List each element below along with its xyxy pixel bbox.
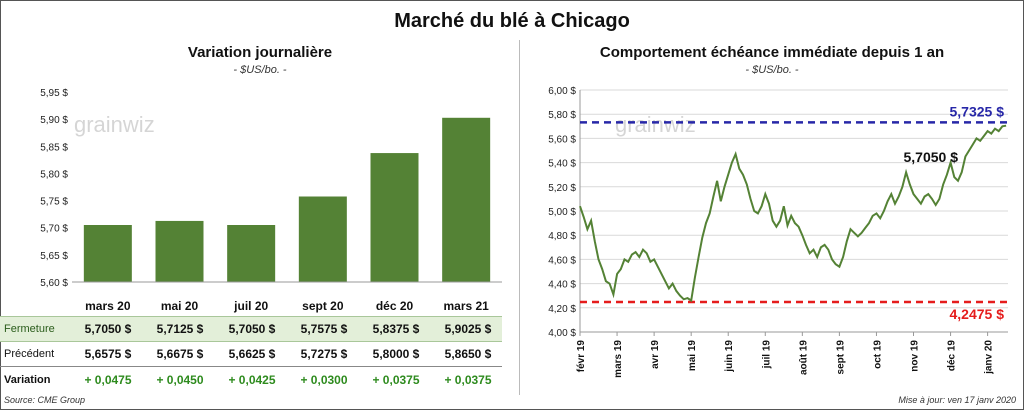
panel-divider: [519, 40, 520, 395]
line-y-tick-label: 4,80 $: [548, 231, 576, 242]
source-note: Source: CME Group: [4, 395, 86, 405]
bar-y-tick-label: 5,95 $: [40, 88, 68, 99]
bar: [298, 196, 347, 282]
line-y-tick-label: 5,40 $: [548, 159, 576, 170]
bar-y-tick-label: 5,60 $: [40, 278, 68, 289]
bar-x-tick-label: mai 20: [161, 299, 199, 313]
bar-y-tick-label: 5,75 $: [40, 197, 68, 208]
bar-chart-title: Variation journalière: [187, 44, 333, 61]
variation-cell: + 0,0475: [84, 373, 132, 387]
close-cell: 5,8375 $: [372, 322, 420, 336]
line-x-tick-label: août 19: [798, 340, 809, 375]
price-table: Fermeture 5,7050 $ 5,7125 $ 5,7050 $ 5,7…: [0, 312, 520, 394]
bar: [442, 117, 491, 283]
close-cell: 5,7050 $: [84, 322, 132, 336]
line-x-tick-label: sept 19: [835, 340, 846, 375]
watermark-logo: grainwiz: [74, 112, 155, 137]
variation-cell: + 0,0425: [228, 373, 276, 387]
line-x-tick-label: mai 19: [687, 340, 698, 372]
close-cell: 5,7575 $: [300, 322, 348, 336]
main-title: Marché du blé à Chicago: [394, 10, 630, 32]
line-x-tick-label: juil 19: [761, 340, 772, 370]
line-y-tick-label: 5,80 $: [548, 110, 576, 121]
line-x-tick-label: nov 19: [910, 340, 921, 372]
variation-cell: + 0,0450: [156, 373, 204, 387]
upper-reference-label: 5,7325 $: [950, 103, 1005, 119]
table-row: Fermeture 5,7050 $ 5,7125 $ 5,7050 $ 5,7…: [0, 316, 502, 342]
bar: [370, 153, 419, 282]
variation-cell: + 0,0375: [444, 373, 492, 387]
variation-cell: + 0,0375: [372, 373, 420, 387]
previous-cell: 5,6575 $: [84, 347, 132, 361]
previous-cell: 5,6675 $: [156, 347, 204, 361]
bar-x-tick-label: juil 20: [233, 299, 268, 313]
table-row: Variation + 0,0475 + 0,0450 + 0,0425 + 0…: [0, 368, 502, 392]
line-y-tick-label: 5,00 $: [548, 207, 576, 218]
previous-cell: 5,8000 $: [372, 347, 420, 361]
line-y-tick-label: 5,20 $: [548, 183, 576, 194]
variation-cell: + 0,0300: [300, 373, 348, 387]
bar-x-tick-label: sept 20: [302, 299, 344, 313]
bar: [155, 220, 204, 282]
bar: [227, 225, 276, 282]
close-cell: 5,7050 $: [228, 322, 276, 336]
table-row: Précédent 5,6575 $ 5,6675 $ 5,6625 $ 5,7…: [0, 342, 502, 367]
line-y-tick-label: 4,00 $: [548, 328, 576, 339]
line-chart-title: Comportement échéance immédiate depuis 1…: [599, 44, 945, 61]
line-x-tick-label: oct 19: [872, 340, 883, 369]
line-x-tick-label: févr 19: [576, 340, 587, 373]
row-label: Précédent: [4, 348, 55, 360]
line-x-tick-label: mars 19: [613, 340, 624, 378]
bar-x-tick-label: déc 20: [376, 299, 414, 313]
row-label: Fermeture: [4, 323, 55, 335]
previous-cell: 5,7275 $: [300, 347, 348, 361]
price-line: [579, 124, 1007, 303]
bar-y-tick-label: 5,70 $: [40, 224, 68, 235]
bar-x-tick-label: mars 20: [85, 299, 131, 313]
bar-chart-subtitle: - $US/bo. -: [233, 64, 287, 76]
line-chart: grainwiz 4,00 $ 4,20 $ 4,40 $ 4,60 $ 4,80 $ 5…: [548, 86, 1008, 378]
bar: [83, 225, 132, 282]
line-x-tick-label: déc 19: [947, 340, 958, 372]
previous-cell: 5,8650 $: [444, 347, 492, 361]
close-cell: 5,9025 $: [444, 322, 492, 336]
line-y-tick-label: 4,40 $: [548, 280, 576, 291]
row-label: Variation: [4, 374, 51, 386]
bar-y-tick-label: 5,90 $: [40, 115, 68, 126]
line-x-tick-label: juin 19: [724, 340, 735, 373]
watermark-logo-right: grainwiz: [615, 112, 696, 137]
line-y-tick-label: 6,00 $: [548, 86, 576, 97]
line-chart-subtitle: - $US/bo. -: [745, 64, 799, 76]
bar-chart: grainwiz 5,60 $ 5,65 $ 5,70 $ 5,75 $ 5,80 $ 5…: [40, 88, 502, 313]
line-y-tick-label: 4,20 $: [548, 304, 576, 315]
bar-y-tick-label: 5,65 $: [40, 251, 68, 262]
line-y-tick-label: 4,60 $: [548, 255, 576, 266]
bar-x-tick-label: mars 21: [443, 299, 489, 313]
bar-y-tick-label: 5,85 $: [40, 142, 68, 153]
line-x-tick-label: janv 20: [984, 340, 995, 375]
close-cell: 5,7125 $: [156, 322, 204, 336]
previous-cell: 5,6625 $: [228, 347, 276, 361]
line-x-tick-label: avr 19: [650, 340, 661, 369]
lower-reference-label: 4,2475 $: [950, 306, 1005, 322]
last-price-label: 5,7050 $: [904, 149, 959, 165]
update-note: Mise à jour: ven 17 janv 2020: [898, 395, 1016, 405]
bar-y-tick-label: 5,80 $: [40, 169, 68, 180]
line-y-tick-label: 5,60 $: [548, 134, 576, 145]
